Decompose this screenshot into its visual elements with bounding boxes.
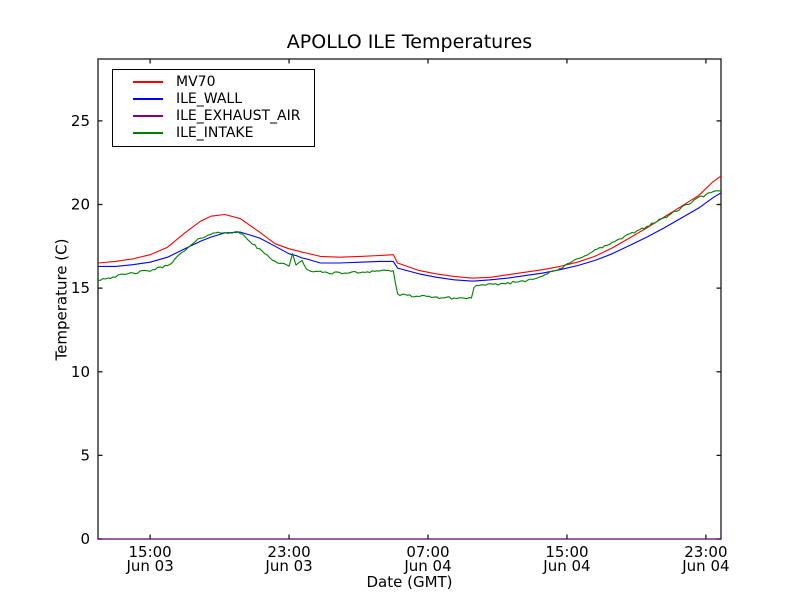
legend-line-icon [133,114,163,117]
x-tick-label-time: 15:00 [128,543,171,561]
x-tick-label-date: Jun 03 [125,557,173,575]
y-tick-label: 5 [80,446,90,464]
x-tick-label-date: Jun 04 [403,557,451,575]
y-tick-label: 0 [80,530,90,548]
legend-item-ile-exhaust-air: ILE_EXHAUST_AIR [113,107,314,124]
x-tick-label-date: Jun 04 [542,557,590,575]
y-tick-label: 15 [71,279,90,297]
legend-label: ILE_EXHAUST_AIR [176,107,301,124]
legend: MV70 ILE_WALL ILE_EXHAUST_AIR ILE_INTAKE [112,69,315,147]
series-line-ile-intake [98,190,722,300]
y-tick-label: 10 [71,363,90,381]
x-axis-label: Date (GMT) [366,573,453,591]
chart-title: APOLLO ILE Temperatures [286,31,533,53]
legend-item-ile-wall: ILE_WALL [113,90,314,107]
y-tick-label: 20 [71,196,90,214]
legend-label: MV70 [176,73,216,90]
x-tick-label-time: 07:00 [406,543,449,561]
series-line-mv70 [97,175,722,279]
legend-line-icon [133,132,163,135]
x-tick-label-time: 15:00 [545,543,588,561]
y-axis-label: Temperature (C) [52,238,71,361]
x-tick-label-time: 23:00 [267,543,310,561]
series-line-ile-wall [98,192,722,282]
legend-label: ILE_INTAKE [176,125,254,142]
legend-line-icon [133,80,163,83]
legend-label: ILE_WALL [176,90,243,107]
legend-line-icon [133,97,163,100]
legend-item-ile-intake: ILE_INTAKE [113,125,314,142]
x-tick-label-time: 23:00 [684,543,727,561]
x-tick-label-date: Jun 04 [681,557,729,575]
x-tick-label-date: Jun 03 [264,557,312,575]
y-tick-label: 25 [71,112,90,130]
legend-item-mv70: MV70 [113,73,314,90]
